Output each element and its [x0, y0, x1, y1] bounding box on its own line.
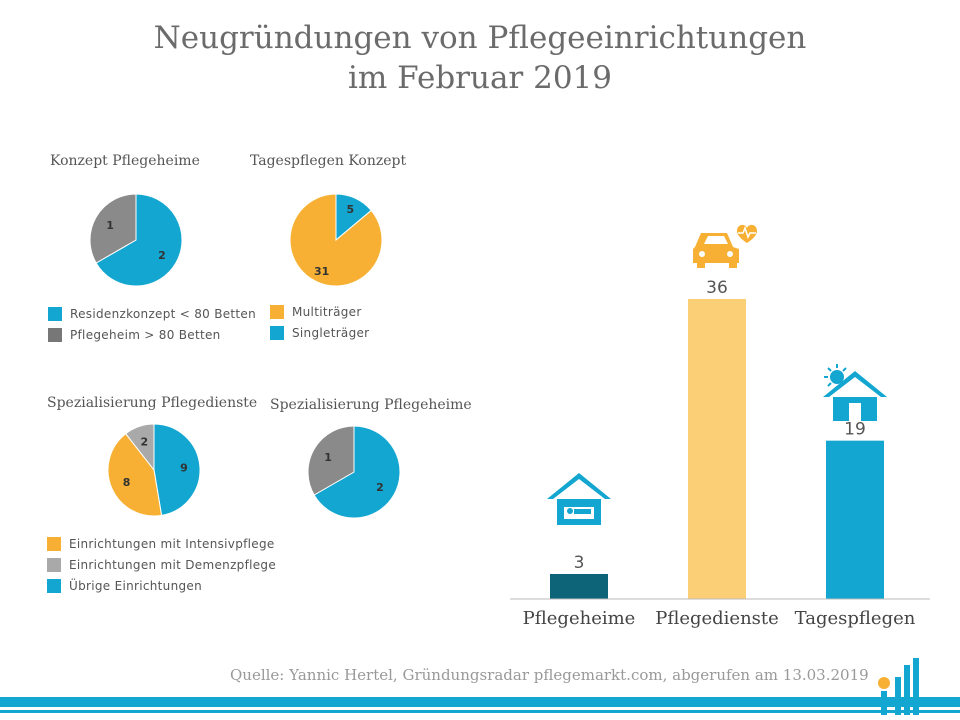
- pie-slice-label: 5: [347, 203, 355, 216]
- bar-pflegeheime: [550, 574, 608, 599]
- pie-slice: [89, 193, 137, 264]
- pie-slice-label: 1: [106, 219, 114, 232]
- pie3-legend-uebrige: Übrige Einrichtungen: [47, 579, 202, 593]
- bar-category-label: Pflegedienste: [655, 608, 779, 629]
- legend-label: Residenzkonzept < 80 Betten: [70, 307, 257, 321]
- pie-slice: [307, 425, 355, 496]
- legend-label: Einrichtungen mit Demenzpflege: [69, 558, 277, 572]
- legend-label: Pflegeheim > 80 Betten: [70, 328, 221, 342]
- bar-value-label: 19: [844, 420, 866, 440]
- pie1-legend-residenz: Residenzkonzept < 80 Betten: [48, 307, 256, 321]
- pie1-title: Konzept Pflegeheime: [50, 153, 200, 169]
- bar-category-label: Tagespflegen: [795, 608, 916, 629]
- pie-slice-label: 9: [180, 462, 188, 475]
- pie-slice-label: 8: [123, 476, 131, 489]
- pie-slice: [289, 193, 383, 287]
- legend-swatch: [270, 326, 284, 340]
- pie2-chart: 5 31: [289, 193, 383, 287]
- pie-slice-label: 2: [158, 249, 166, 262]
- bar-chart: 3 Pflegeheime 36 Pflegedienste 19 Tagespflege…: [510, 224, 930, 629]
- footer-bar: [0, 697, 960, 707]
- pie4-title: Spezialisierung Pflegeheime: [270, 397, 472, 413]
- bar-category-label: Pflegeheime: [523, 608, 636, 629]
- day-care-house-icon: [823, 364, 887, 421]
- legend-label: Multiträger: [292, 305, 362, 319]
- pie2-title: Tagespflegen Konzept: [250, 153, 407, 169]
- chart-title-line2: im Februar 2019: [348, 60, 612, 96]
- legend-label: Singleträger: [292, 326, 370, 340]
- pie-slice-label: 1: [324, 451, 332, 464]
- legend-swatch: [47, 537, 61, 551]
- legend-swatch: [48, 307, 62, 321]
- pie4-chart: 21: [307, 425, 401, 519]
- pie-slice: [313, 425, 401, 519]
- chart-title-line1: Neugründungen von Pflegeeinrichtungen: [153, 20, 807, 56]
- legend-label: Übrige Einrichtungen: [69, 579, 202, 593]
- pie-slice: [95, 193, 183, 287]
- pie-slice-label: 2: [140, 436, 148, 449]
- bar-tagespflegen: [826, 440, 884, 599]
- nursing-home-icon: [547, 473, 611, 525]
- pie-slice-label: 2: [376, 481, 384, 494]
- pie-slice: [107, 432, 163, 517]
- pie-slice: [153, 423, 201, 516]
- legend-swatch: [47, 558, 61, 572]
- pie-slice: [125, 423, 155, 472]
- care-car-icon: [693, 224, 757, 268]
- pie3-legend-demenz: Einrichtungen mit Demenzpflege: [47, 558, 276, 572]
- footer-bar-thin: [0, 710, 960, 713]
- pie1-legend-pflegeheim: Pflegeheim > 80 Betten: [48, 328, 221, 342]
- pie-slice-label: 31: [314, 265, 329, 278]
- legend-swatch: [270, 305, 284, 319]
- pie3-title: Spezialisierung Pflegedienste: [47, 395, 258, 411]
- pie2-legend-single: Singleträger: [270, 326, 369, 340]
- source-note: Quelle: Yannic Hertel, Gründungsradar pf…: [230, 666, 869, 684]
- bar-value-label: 36: [706, 278, 728, 298]
- bar-value-label: 3: [574, 553, 585, 573]
- pie2-legend-multi: Multiträger: [270, 305, 362, 319]
- pie1-chart: 21: [89, 193, 183, 287]
- legend-label: Einrichtungen mit Intensivpflege: [69, 537, 275, 551]
- pie3-legend-intensiv: Einrichtungen mit Intensivpflege: [47, 537, 275, 551]
- legend-swatch: [48, 328, 62, 342]
- pie3-chart: 9 8 2: [107, 423, 201, 517]
- bar-pflegedienste: [688, 299, 746, 599]
- legend-swatch: [47, 579, 61, 593]
